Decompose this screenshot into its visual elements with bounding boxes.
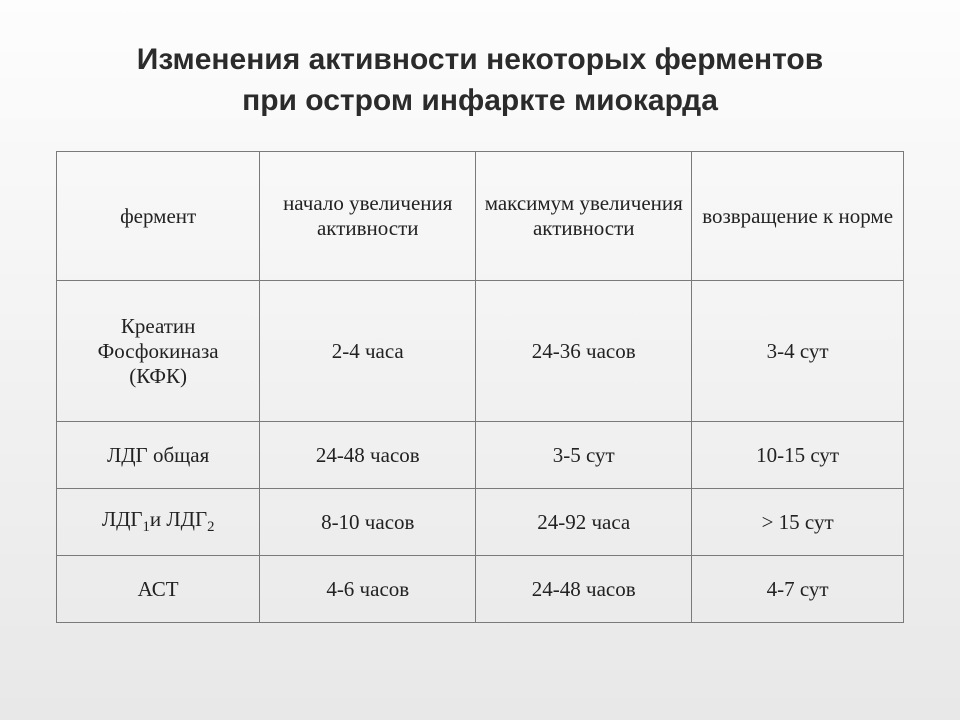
table-row: КреатинФосфокиназа(КФК)2-4 часа24-36 час… [57, 281, 904, 422]
cell-enzyme: КреатинФосфокиназа(КФК) [57, 281, 260, 422]
slide: Изменения активности некоторых ферментов… [0, 0, 960, 720]
cell-peak: 24-48 часов [476, 556, 692, 623]
cell-enzyme: АСТ [57, 556, 260, 623]
cell-normalize: 3-4 сут [692, 281, 904, 422]
cell-enzyme: ЛДГ1и ЛДГ2 [57, 489, 260, 556]
cell-onset: 24-48 часов [260, 422, 476, 489]
col-peak: максимум увеличения активности [476, 152, 692, 281]
cell-onset: 8-10 часов [260, 489, 476, 556]
table-body: КреатинФосфокиназа(КФК)2-4 часа24-36 час… [57, 281, 904, 623]
slide-title: Изменения активности некоторых ферментов… [70, 40, 890, 121]
cell-peak: 24-92 часа [476, 489, 692, 556]
col-onset: начало увеличения активности [260, 152, 476, 281]
cell-onset: 4-6 часов [260, 556, 476, 623]
table-header-row: фермент начало увеличения активности мак… [57, 152, 904, 281]
title-line-1: Изменения активности некоторых ферментов [137, 43, 823, 76]
cell-normalize: 4-7 сут [692, 556, 904, 623]
cell-onset: 2-4 часа [260, 281, 476, 422]
cell-enzyme: ЛДГ общая [57, 422, 260, 489]
enzyme-table: фермент начало увеличения активности мак… [56, 151, 904, 623]
title-line-2: при остром инфаркте миокарда [242, 84, 718, 117]
cell-peak: 3-5 сут [476, 422, 692, 489]
cell-peak: 24-36 часов [476, 281, 692, 422]
cell-normalize: > 15 сут [692, 489, 904, 556]
cell-normalize: 10-15 сут [692, 422, 904, 489]
col-enzyme: фермент [57, 152, 260, 281]
table-row: АСТ4-6 часов24-48 часов4-7 сут [57, 556, 904, 623]
table-row: ЛДГ общая24-48 часов3-5 сут10-15 сут [57, 422, 904, 489]
col-normalize: возвращение к норме [692, 152, 904, 281]
table-row: ЛДГ1и ЛДГ28-10 часов24-92 часа> 15 сут [57, 489, 904, 556]
